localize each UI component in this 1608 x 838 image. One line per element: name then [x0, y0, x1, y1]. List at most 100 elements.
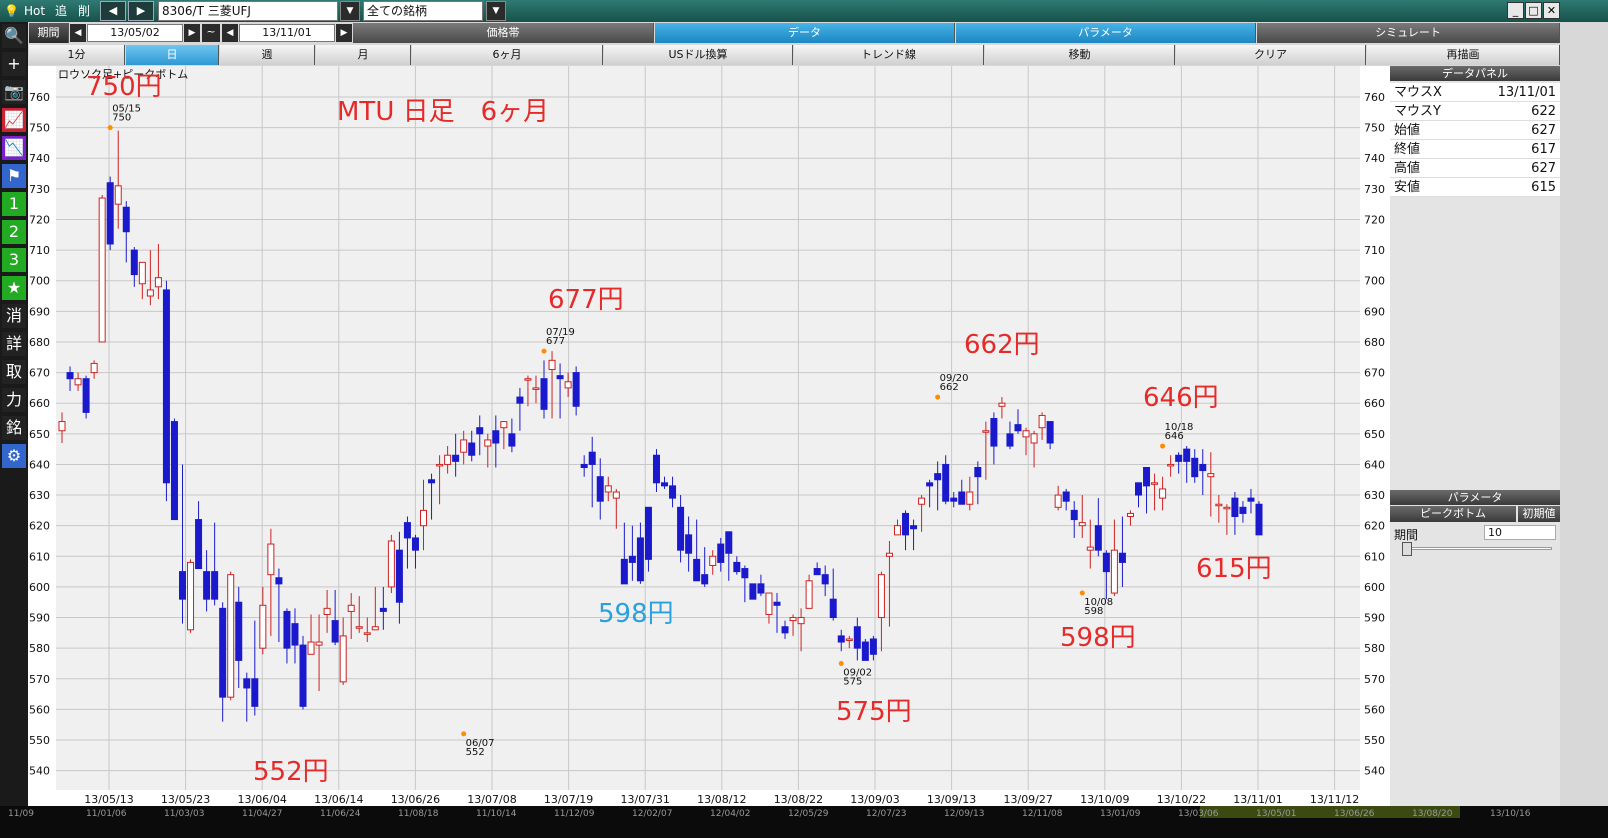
parameter-button[interactable]: パラメータ: [956, 23, 1256, 43]
start-date-field[interactable]: 13/05/02: [87, 24, 183, 42]
price-band-button[interactable]: 価格帯: [353, 23, 654, 43]
y-tick-label-left: 700: [29, 275, 50, 288]
delete-button[interactable]: 削: [78, 4, 91, 18]
redraw-button[interactable]: 再描画: [1367, 45, 1560, 65]
y-tick-label-right: 620: [1364, 520, 1385, 533]
symbol-dropdown-icon[interactable]: ▼: [340, 1, 360, 21]
x-tick-label: 13/10/22: [1157, 793, 1206, 806]
data-button[interactable]: データ: [655, 23, 955, 43]
tab-day[interactable]: 日: [126, 45, 219, 65]
two-icon[interactable]: 2: [2, 220, 26, 244]
candle-body: [179, 571, 187, 600]
overview-strip[interactable]: 11/09 11/01/06 11/03/03 11/04/27 11/06/24 11/…: [0, 806, 1608, 838]
peak-value-label: 750: [112, 113, 131, 124]
camera-icon[interactable]: 📷: [2, 80, 26, 104]
candle-body: [211, 571, 219, 600]
peak-marker: [935, 394, 941, 400]
period-slider-track[interactable]: [1402, 547, 1552, 550]
universe-dropdown-icon[interactable]: ▼: [486, 1, 506, 21]
candlestick-chart[interactable]: 760 760 750 750 740 740 730 730 720 720 710 710 700 7…: [0, 0, 1390, 806]
y-tick-label-right: 720: [1364, 213, 1385, 226]
y-tick-label-right: 570: [1364, 673, 1385, 686]
tab-week[interactable]: 週: [220, 45, 315, 65]
trend-line-button[interactable]: トレンド線: [794, 45, 984, 65]
symbol-field[interactable]: 8306/T 三菱UFJ: [158, 1, 338, 21]
erase-icon[interactable]: 消: [2, 304, 26, 328]
period-slider-handle[interactable]: [1402, 542, 1412, 556]
candle-body: [749, 583, 757, 600]
candle-body: [468, 442, 476, 456]
overview-date-label: 12/07/23: [866, 809, 906, 819]
x-tick-label: 13/08/12: [697, 793, 746, 806]
tab-6month[interactable]: 6ヶ月: [412, 45, 603, 65]
candle-body: [572, 372, 580, 407]
overview-date-label: 11/09: [8, 809, 34, 819]
star-icon[interactable]: ★: [2, 276, 26, 300]
right-arrow-icon[interactable]: ▶: [128, 1, 154, 21]
data-row-key: 高値: [1394, 161, 1421, 176]
candle-body: [516, 396, 524, 404]
chart-red-icon[interactable]: 📈: [2, 108, 26, 132]
usd-convert-button[interactable]: USドル換算: [604, 45, 793, 65]
candle-body: [661, 482, 669, 487]
three-icon[interactable]: 3: [2, 248, 26, 272]
stock-icon[interactable]: 銘: [2, 416, 26, 440]
peak-bottom-tab[interactable]: ピークボトム: [1390, 506, 1516, 522]
minimize-icon[interactable]: _: [1507, 2, 1524, 19]
candle-body: [580, 463, 588, 469]
left-arrow-icon[interactable]: ◀: [100, 1, 126, 21]
simulate-button[interactable]: シミュレート: [1257, 23, 1560, 43]
peak-marker: [1079, 590, 1085, 596]
tab-1min[interactable]: 1分: [29, 45, 125, 65]
bulb-icon[interactable]: 💡: [4, 4, 19, 18]
price-annotation: 662円: [964, 330, 1040, 360]
candle-body: [1151, 482, 1159, 485]
search-icon[interactable]: 🔍: [2, 24, 26, 48]
data-row-key: 終値: [1394, 142, 1421, 157]
candle-body: [902, 512, 910, 536]
gear-icon[interactable]: ⚙: [2, 444, 26, 468]
candle-body: [291, 623, 299, 646]
close-icon[interactable]: ✕: [1543, 2, 1560, 19]
clear-button[interactable]: クリア: [1176, 45, 1366, 65]
one-icon[interactable]: 1: [2, 192, 26, 216]
reset-button[interactable]: 初期値: [1518, 506, 1560, 522]
move-button[interactable]: 移動: [985, 45, 1175, 65]
hot-button[interactable]: Hot: [24, 4, 46, 18]
power-icon[interactable]: 力: [2, 388, 26, 412]
end-prev-icon[interactable]: ◀: [222, 24, 238, 42]
candle-body: [1014, 424, 1022, 432]
add-button[interactable]: 追: [55, 4, 68, 18]
candle-body: [620, 558, 628, 585]
period-param-field[interactable]: 10: [1484, 525, 1556, 540]
candle-body: [227, 574, 235, 698]
end-date-field[interactable]: 13/11/01: [239, 24, 335, 42]
candle-body: [363, 632, 371, 635]
take-icon[interactable]: 取: [2, 360, 26, 384]
overview-window[interactable]: [1200, 806, 1460, 818]
price-annotation: MTU 日足 6ヶ月: [337, 97, 549, 127]
y-tick-label-right: 640: [1364, 458, 1385, 471]
candle-body: [251, 678, 259, 707]
peak-value-label: 677: [546, 336, 565, 347]
maximize-icon[interactable]: □: [1525, 2, 1542, 19]
overview-date-label: 12/09/13: [944, 809, 984, 819]
candle-body: [741, 568, 749, 579]
price-annotation: 598円: [1060, 623, 1136, 653]
detail-icon[interactable]: 詳: [2, 332, 26, 356]
start-next-icon[interactable]: ▶: [184, 24, 200, 42]
x-tick-label: 13/09/03: [850, 793, 899, 806]
y-tick-label-left: 720: [29, 213, 50, 226]
chart-purple-icon[interactable]: 📉: [2, 136, 26, 160]
candle-body: [66, 372, 74, 380]
end-next-icon[interactable]: ▶: [336, 24, 352, 42]
tab-month[interactable]: 月: [316, 45, 411, 65]
start-prev-icon[interactable]: ◀: [70, 24, 86, 42]
flag-icon[interactable]: ⚑: [2, 164, 26, 188]
candle-body: [1191, 457, 1199, 478]
y-tick-label-right: 760: [1364, 91, 1385, 104]
candle-body: [797, 617, 805, 625]
universe-field[interactable]: 全ての銘柄: [363, 1, 483, 21]
plus-icon[interactable]: +: [2, 52, 26, 76]
x-tick-label: 13/10/09: [1080, 793, 1129, 806]
